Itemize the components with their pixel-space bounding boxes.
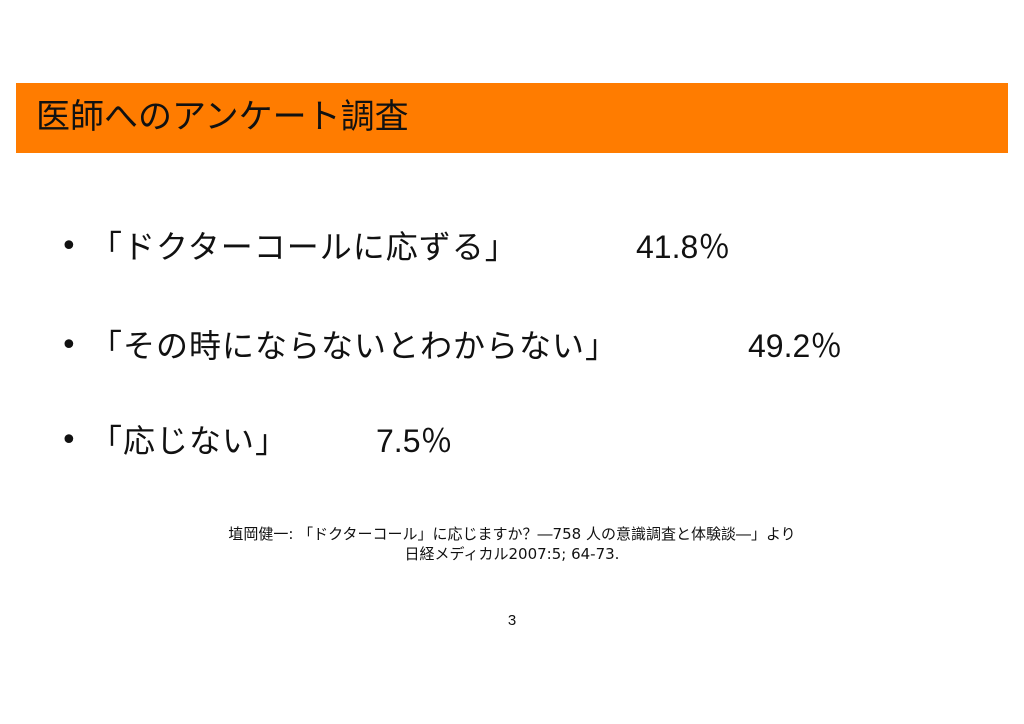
bullet-percentage: 41.8％ [636, 229, 731, 265]
slide-title: 医師へのアンケート調査 [36, 97, 409, 137]
bullet-marker: • [60, 328, 78, 363]
bullet-marker: • [60, 423, 78, 458]
bullet-item-decline: • 「応じない」 7.5％ [60, 418, 480, 464]
page-number: 3 [507, 612, 517, 629]
bullet-percentage: 7.5％ [376, 423, 453, 459]
bullet-item-doctor-call: • 「ドクターコールに応ずる」 41.8％ [60, 224, 780, 270]
citation-line-2: 日経メディカル2007:5; 64-73. [404, 545, 620, 563]
title-bar: 医師へのアンケート調査 [16, 83, 1008, 153]
bullet-percentage: 49.2％ [748, 328, 843, 364]
citation-line-1: 埴岡健一: 「ドクターコール」に応じますか？―758 人の意識調査と体験談―」よ… [228, 525, 796, 543]
bullet-text: 「応じない」 [90, 422, 289, 460]
bullet-marker: • [60, 229, 78, 264]
bullet-text: 「ドクターコールに応ずる」 [90, 228, 518, 266]
bullet-item-undecided: • 「その時にならないとわからない」 49.2％ [60, 323, 880, 369]
bullet-text: 「その時にならないとわからない」 [90, 327, 619, 365]
